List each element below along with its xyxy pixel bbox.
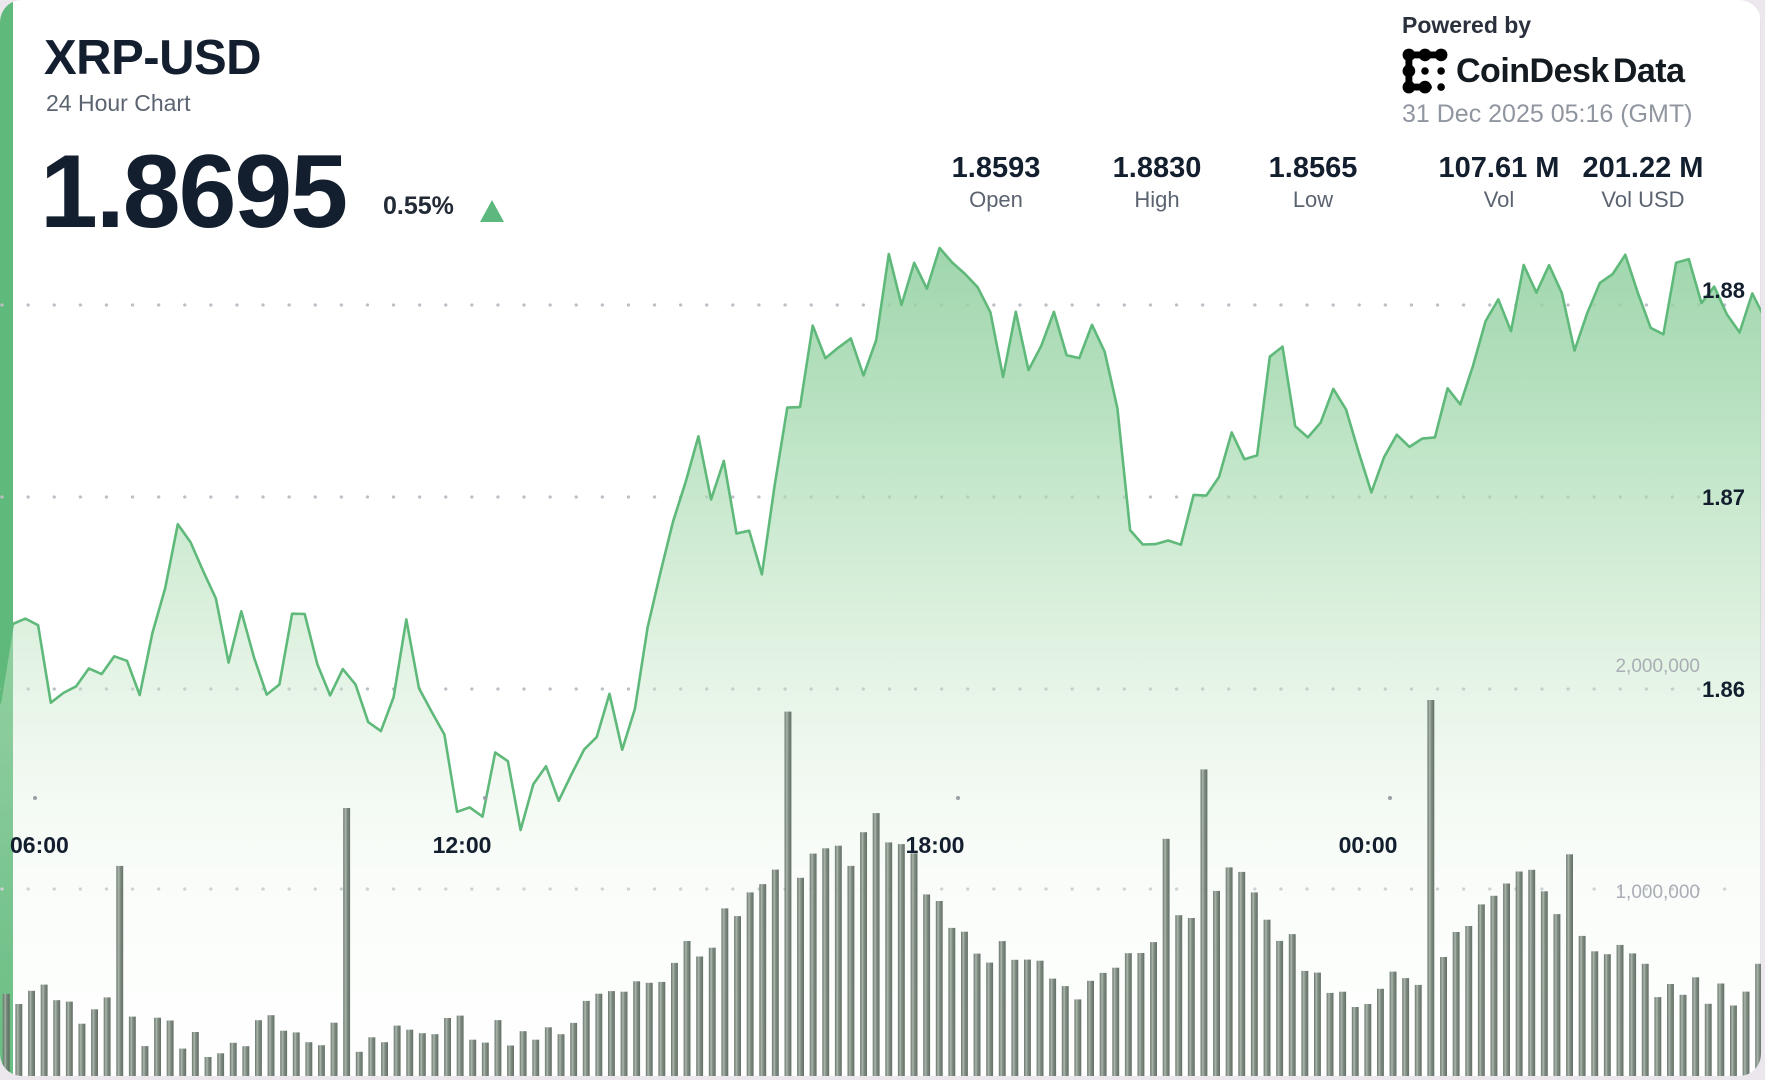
- svg-text:12:00: 12:00: [433, 832, 492, 858]
- svg-text:1.88: 1.88: [1702, 278, 1745, 303]
- svg-text:06:00: 06:00: [10, 832, 69, 858]
- svg-text:1,000,000: 1,000,000: [1615, 882, 1700, 903]
- svg-text:1.86: 1.86: [1702, 677, 1745, 702]
- svg-text:1.87: 1.87: [1702, 485, 1745, 510]
- svg-text:00:00: 00:00: [1339, 832, 1398, 858]
- svg-text:2,000,000: 2,000,000: [1615, 656, 1700, 677]
